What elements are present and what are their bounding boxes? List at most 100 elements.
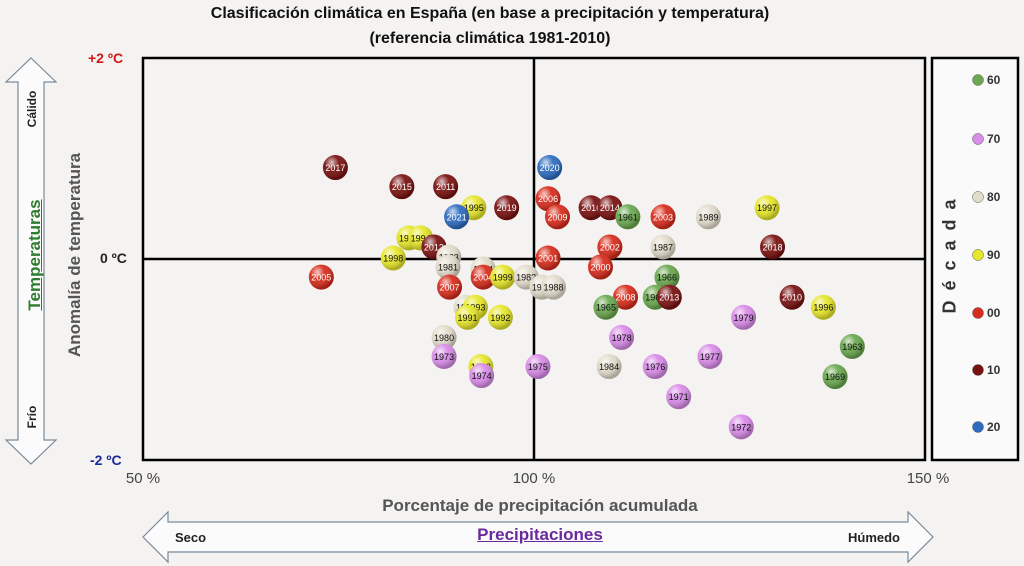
scatter-point-2010: 2010 (779, 284, 805, 310)
y-tick-zero: 0 ºC (100, 250, 127, 266)
scatter-point-1966: 1966 (654, 264, 680, 290)
scatter-point-2009: 2009 (544, 204, 570, 230)
scatter-marker-shine-1976 (642, 354, 668, 380)
scatter-label-1977: 1977 (700, 352, 720, 362)
scatter-point-2001: 2001 (535, 245, 561, 271)
scatter-point-1961: 1961 (615, 204, 641, 230)
scatter-marker-shine-1992 (487, 304, 513, 330)
scatter-point-2016: 2016 (578, 195, 604, 221)
scatter-label-2008: 2008 (615, 293, 635, 303)
scatter-label-2009: 2009 (547, 212, 567, 222)
y-axis-label: Anomalía de temperatura (65, 152, 84, 358)
scatter-label-2002: 2002 (600, 242, 620, 252)
scatter-label-1991: 1991 (458, 313, 478, 323)
scatter-marker-shine-2001 (535, 245, 561, 271)
scatter-point-2013: 2013 (656, 284, 682, 310)
legend-swatch-20 (972, 421, 984, 433)
warm-label: Cálido (25, 90, 39, 128)
scatter-point-1974: 1974 (469, 363, 495, 389)
scatter-label-1963: 1963 (842, 342, 862, 352)
legend-title: Década (939, 189, 960, 314)
scatter-label-2013: 2013 (659, 293, 679, 303)
scatter-point-1978: 1978 (609, 324, 635, 350)
dry-label: Seco (175, 530, 207, 545)
precipitation-arrow (142, 510, 934, 564)
x-axis-label: Porcentaje de precipitación acumulada (382, 496, 698, 515)
scatter-point-1989: 1989 (695, 204, 721, 230)
scatter-point-2011: 2011 (433, 174, 459, 200)
scatter-label-1998: 1998 (383, 253, 403, 263)
x-tick-50: 50 % (125, 470, 161, 487)
scatter-label-1968: 1968 (645, 293, 665, 303)
scatter-label-2001: 2001 (538, 253, 558, 263)
scatter-marker-shine-1998 (380, 245, 406, 271)
scatter-marker-shine-1978 (609, 324, 635, 350)
scatter-marker-shine-1991 (455, 304, 481, 330)
scatter-point-1984: 1984 (596, 354, 622, 380)
scatter-point-2020: 2020 (537, 155, 563, 181)
scatter-marker-shine-1969 (822, 364, 848, 390)
scatter-marker-shine-1996 (810, 294, 836, 320)
scatter-marker-shine-1987 (650, 234, 676, 260)
scatter-point-2007: 2007 (437, 274, 463, 300)
scatter-label-2007: 2007 (440, 283, 460, 293)
scatter-point-2003: 2003 (650, 204, 676, 230)
scatter-marker-shine-2013 (656, 284, 682, 310)
scatter-label-1969: 1969 (825, 372, 845, 382)
scatter-point-1991: 1991 (455, 304, 481, 330)
scatter-point-2021: 2021 (444, 204, 470, 230)
y-tick-top: +2 ºC (88, 50, 124, 66)
scatter-marker-shine-2004 (470, 264, 496, 290)
scatter-label-2017: 2017 (325, 163, 345, 173)
scatter-label-1965: 1965 (596, 303, 616, 313)
scatter-label-1995: 1995 (464, 203, 484, 213)
scatter-marker-shine-1975 (525, 354, 551, 380)
scatter-label-1976: 1976 (645, 362, 665, 372)
scatter-label-2004: 2004 (473, 273, 493, 283)
scatter-point-1972: 1972 (728, 414, 754, 440)
scatter-point-1976: 1976 (642, 354, 668, 380)
scatter-label-1988: 1988 (544, 283, 564, 293)
scatter-marker-shine-1963 (839, 333, 865, 359)
x-tick-100: 100 % (512, 470, 556, 487)
scatter-point-1975: 1975 (525, 354, 551, 380)
scatter-marker-shine-1981 (435, 254, 461, 280)
scatter-point-1998: 1998 (380, 245, 406, 271)
scatter-point-2017: 2017 (322, 155, 348, 181)
scatter-label-1981: 1981 (438, 263, 458, 273)
scatter-label-1971: 1971 (669, 392, 689, 402)
scatter-point-2000: 2000 (587, 254, 613, 280)
scatter-point-2015: 2015 (389, 174, 415, 200)
legend-label-10: 10 (987, 363, 1001, 377)
scatter-label-1982: 1982 (516, 273, 536, 283)
scatter-label-1984: 1984 (599, 362, 619, 372)
scatter-point-1973: 1973 (431, 343, 457, 369)
scatter-marker-shine-1980 (431, 324, 457, 350)
scatter-marker-shine-2002 (597, 234, 623, 260)
scatter-label-2020: 2020 (540, 163, 560, 173)
legend-swatch-70 (972, 133, 984, 145)
scatter-marker-shine-2000 (587, 254, 613, 280)
scatter-point-1988: 1988 (541, 274, 567, 300)
legend-label-70: 70 (987, 132, 1001, 146)
scatter-label-1994: 1994 (411, 233, 431, 243)
scatter-label-2021: 2021 (447, 212, 467, 222)
legend-swatch-10 (972, 364, 984, 376)
scatter-label-1966: 1966 (657, 273, 677, 283)
scatter-marker-shine-2011 (433, 174, 459, 200)
chart-title: Clasificación climática en España (en ba… (210, 5, 770, 22)
scatter-label-1992: 1992 (490, 313, 510, 323)
scatter-marker-shine-1984 (596, 354, 622, 380)
scatter-marker-shine-1974 (469, 363, 495, 389)
scatter-point-2002: 2002 (597, 234, 623, 260)
scatter-label-2000: 2000 (590, 263, 610, 273)
scatter-marker-shine-2009 (544, 204, 570, 230)
y-tick-bottom: -2 ºC (90, 452, 122, 468)
precipitations-label: Precipitaciones (477, 525, 603, 544)
temperatures-label: Temperaturas (25, 199, 44, 311)
legend-swatch-60 (972, 74, 984, 86)
scatter-label-2011: 2011 (436, 182, 455, 192)
legend-label-90: 90 (987, 248, 1001, 262)
scatter-point-2005: 2005 (308, 264, 334, 290)
